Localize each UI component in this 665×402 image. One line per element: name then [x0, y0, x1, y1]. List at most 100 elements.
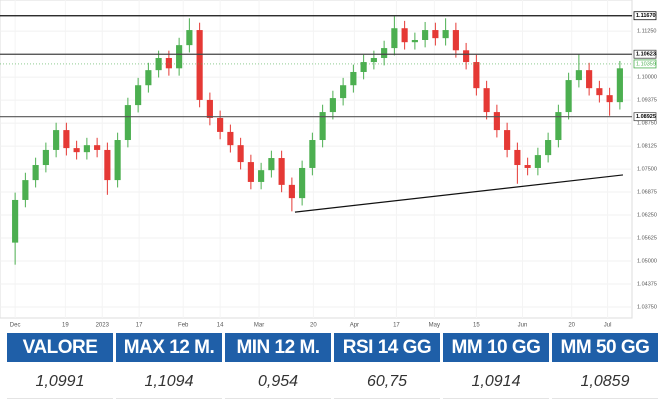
candle-body [422, 30, 429, 40]
candle-body [196, 30, 203, 100]
level-box [633, 112, 657, 122]
candle-body [401, 28, 408, 43]
candle-body [329, 98, 336, 113]
x-tick-label: 2023 [96, 323, 110, 329]
candle-body [504, 130, 511, 150]
candle-body [463, 50, 470, 63]
trendline [294, 174, 624, 213]
candle-body [432, 30, 439, 39]
y-tick-label: 1.08750 [637, 121, 657, 127]
candle-body [360, 62, 367, 72]
candle-body [278, 158, 285, 185]
table-header: MAX 12 M. [116, 333, 222, 362]
x-tick-label: May [429, 323, 440, 329]
table-cell: 60,75 [334, 365, 440, 399]
last-price-box [633, 59, 657, 69]
table-header: RSI 14 GG [334, 333, 440, 362]
candle-body [381, 48, 388, 59]
candle-body [73, 148, 80, 153]
level-label: 1.10623 [636, 52, 656, 58]
candle-body [186, 30, 193, 46]
y-tick-label: 1.05625 [637, 235, 657, 241]
candle-body [104, 149, 111, 181]
level-label: 1.11670 [636, 13, 656, 19]
x-tick-label: 20 [568, 323, 575, 329]
candle-body [247, 162, 254, 182]
level-box [633, 11, 657, 21]
x-tick-label: 14 [217, 323, 224, 329]
x-tick-label: 19 [62, 323, 69, 329]
candle-body [586, 70, 593, 89]
x-tick-label: Jul [604, 323, 612, 329]
candle-body [217, 117, 224, 132]
candle-body [206, 99, 213, 118]
y-tick-label: 1.11250 [637, 29, 656, 35]
candle-body [299, 167, 306, 199]
candle-body [319, 112, 326, 141]
x-tick-label: Apr [350, 323, 359, 329]
candle-body [165, 58, 172, 69]
candle-body [575, 70, 582, 81]
level-box [633, 49, 657, 59]
y-tick-label: 1.10000 [637, 75, 657, 81]
candle-body [237, 145, 244, 163]
candle-body [42, 149, 49, 166]
candle-body [514, 149, 521, 166]
candle-body [32, 165, 39, 181]
table-header: MM 50 GG [552, 333, 658, 362]
y-tick-label: 1.07500 [637, 167, 657, 173]
y-tick-label: 1.09375 [637, 98, 657, 104]
x-tick-label: Jun [518, 323, 528, 329]
table-cell: 1,1094 [116, 365, 222, 399]
candle-body [83, 145, 90, 153]
table-header: MIN 12 M. [225, 333, 331, 362]
table-cell: 1,0859 [552, 365, 658, 399]
candle-body [268, 158, 275, 171]
table-cell: 1,0991 [7, 365, 113, 399]
y-tick-label: 1.04375 [637, 281, 657, 287]
y-tick-label: 1.06875 [637, 190, 657, 196]
candle-body [493, 112, 500, 131]
candle-body [606, 95, 613, 103]
x-tick-label: 17 [136, 323, 143, 329]
candle-body [524, 165, 531, 168]
candle-body [135, 85, 142, 106]
chart: 1.03750 1.04375 1.05000 1.05625 1.06250 1.068… [0, 0, 657, 329]
x-tick-label: 20 [310, 323, 317, 329]
stats-table: VALORE MAX 12 M. MIN 12 M. RSI 14 GG MM 10 G… [7, 333, 658, 399]
x-tick-label: Feb [178, 323, 189, 329]
candle-body [555, 112, 562, 141]
candle-body [442, 30, 449, 39]
candle-body [94, 145, 101, 150]
candle-body [176, 45, 183, 69]
table-header: MM 10 GG [443, 333, 549, 362]
candle-body [370, 58, 377, 63]
level-label: 1.08925 [636, 114, 656, 120]
candle-body [596, 88, 603, 96]
candle-body [155, 58, 162, 71]
table-cell: 1,0914 [443, 365, 549, 399]
candle-body [227, 131, 234, 146]
candle-body [565, 80, 572, 113]
y-tick-label: 1.05000 [637, 258, 657, 264]
candle-body [473, 62, 480, 89]
candle-body [22, 180, 29, 200]
last-price-label: 1.10359 [636, 61, 656, 67]
y-tick-label: 1.03750 [637, 304, 657, 310]
x-tick-label: 17 [393, 323, 400, 329]
candle-body [288, 184, 295, 199]
candle-body [483, 88, 490, 113]
candle-body [124, 105, 131, 141]
x-tick-label: Mar [254, 323, 264, 329]
x-tick-label: Dec [10, 323, 21, 329]
candle-body [534, 155, 541, 168]
candle-body [350, 71, 357, 86]
candle-body [616, 68, 623, 103]
candle-body [145, 70, 152, 86]
candle-body [452, 30, 459, 51]
candle-body [53, 130, 60, 150]
candle-body [340, 85, 347, 99]
candle-body [258, 170, 265, 182]
y-tick-label: 1.06250 [637, 212, 657, 218]
